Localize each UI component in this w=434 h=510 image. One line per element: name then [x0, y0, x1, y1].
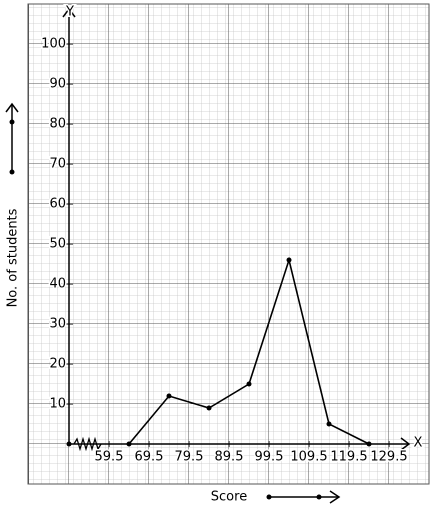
arrow-dot	[9, 119, 15, 125]
x-tick-label: 59.5	[95, 450, 124, 465]
point	[246, 381, 252, 387]
point	[206, 405, 212, 411]
y-tick-label: 10	[49, 397, 66, 412]
y-tick-label: 40	[49, 277, 66, 292]
y-tick-label: 60	[49, 197, 66, 212]
y-tick-label: 80	[49, 117, 66, 132]
x-tick-label: 99.5	[255, 450, 284, 465]
point	[326, 421, 332, 427]
y-tick-label: 30	[49, 317, 66, 332]
x-tick-label: 109.5	[290, 450, 327, 465]
x-axis-name: X	[414, 436, 423, 451]
axes	[5, 7, 411, 504]
y-tick-label: 90	[49, 77, 66, 92]
x-tick-label: 79.5	[175, 450, 204, 465]
point	[126, 441, 132, 447]
point	[286, 257, 292, 263]
y-axis-label: No. of students	[6, 208, 21, 307]
y-tick-label: 100	[41, 37, 66, 52]
graph-paper	[27, 3, 430, 485]
arrow-dot	[9, 169, 15, 175]
x-tick-label: 129.5	[370, 450, 407, 465]
x-tick-label: 89.5	[215, 450, 244, 465]
y-axis-name: Y	[65, 5, 74, 20]
arrow-dot	[316, 494, 322, 500]
y-tick-label: 20	[49, 357, 66, 372]
origin-dot	[66, 441, 72, 447]
arrow-dot	[266, 494, 272, 500]
x-tick-label: 119.5	[330, 450, 367, 465]
x-tick-label: 69.5	[135, 450, 164, 465]
point	[166, 393, 172, 399]
point	[366, 441, 372, 447]
x-axis-label: Score	[211, 490, 247, 505]
y-tick-label: 70	[49, 157, 66, 172]
y-tick-label: 50	[49, 237, 66, 252]
